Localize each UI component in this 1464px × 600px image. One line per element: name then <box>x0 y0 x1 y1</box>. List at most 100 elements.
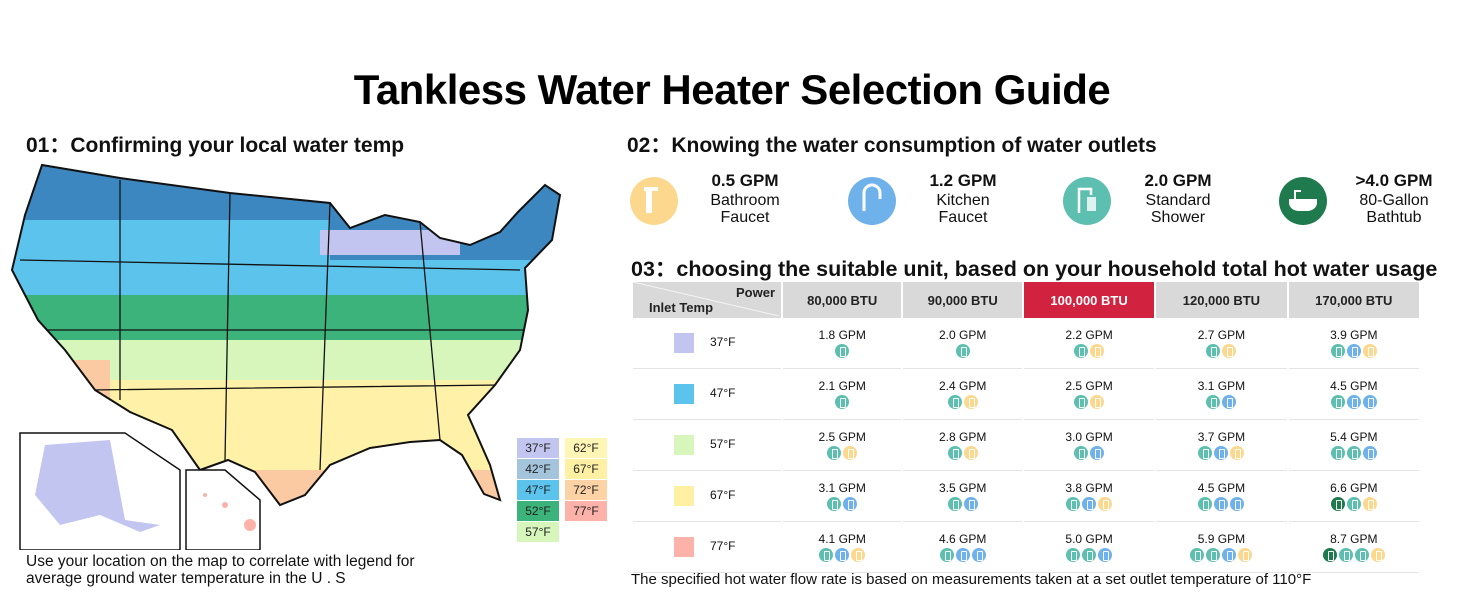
shower-icon <box>1066 496 1081 511</box>
kitchen-faucet-icon <box>1222 394 1237 409</box>
bathroom-faucet-icon <box>963 394 978 409</box>
legend-swatch: 52°F <box>517 501 559 521</box>
shower-icon <box>1206 547 1221 562</box>
bathroom-faucet-icon <box>1370 547 1385 562</box>
legend-swatch: 77°F <box>565 501 607 521</box>
flow-cell: 1.8 GPM <box>783 318 902 369</box>
flow-cell: 2.5 GPM <box>783 420 902 471</box>
shower-icon <box>1198 445 1213 460</box>
outlet-icons <box>784 342 900 358</box>
map-note-line-1: Use your location on the map to correlat… <box>26 553 415 570</box>
bathroom-faucet-icon <box>1098 496 1113 511</box>
shower-icon <box>1330 394 1345 409</box>
flow-cell: 2.1 GPM <box>783 369 902 420</box>
bathroom-faucet-icon <box>1222 343 1237 358</box>
kitchen-faucet-icon <box>1362 445 1377 460</box>
outlet-icons <box>1025 342 1153 358</box>
inlet-temp-cell: 47°F <box>633 369 781 420</box>
flow-rate: 3.9 GPM <box>1330 328 1378 343</box>
outlet-gpm: >4.0 GPM <box>1355 171 1433 190</box>
bathroom-faucet-icon <box>843 445 858 460</box>
flow-cell: 4.6 GPM <box>903 522 1022 573</box>
outlet-bathtub: >4.0 GPM 80-Gallon Bathtub <box>1279 172 1464 234</box>
shower-icon <box>1074 445 1089 460</box>
outlet-icons <box>904 546 1020 562</box>
outlet-icons <box>904 393 1020 409</box>
flow-cell: 5.4 GPM <box>1288 420 1419 471</box>
shower-icon <box>1346 496 1361 511</box>
bathroom-faucet-icon <box>851 547 866 562</box>
flow-cell: 5.0 GPM <box>1023 522 1155 573</box>
kitchen-faucet-icon <box>1090 445 1105 460</box>
shower-icon <box>1066 547 1081 562</box>
section-3-heading: 03：choosing the suitable unit, based on … <box>631 257 1438 281</box>
kitchen-faucet-icon <box>963 496 978 511</box>
shower-icon <box>1198 496 1213 511</box>
flow-cell: 5.9 GPM <box>1156 522 1287 573</box>
flow-cell: 8.7 GPM <box>1288 522 1419 573</box>
outlet-icons <box>904 342 1020 358</box>
kitchen-faucet-icon <box>971 547 986 562</box>
legend-swatch: 57°F <box>517 522 559 542</box>
shower-icon <box>1190 547 1205 562</box>
shower-icon <box>1354 547 1369 562</box>
outlet-icons <box>1025 546 1153 562</box>
alaska-inset <box>19 432 181 550</box>
flow-cell: 4.5 GPM <box>1288 369 1419 420</box>
column-header-170000-btu: 170,000 BTU <box>1288 282 1419 318</box>
shower-icon <box>955 343 970 358</box>
kitchen-faucet-icon <box>1346 343 1361 358</box>
flow-cell: 4.5 GPM <box>1156 471 1287 522</box>
shower-icon <box>835 394 850 409</box>
flow-cell: 3.0 GPM <box>1023 420 1155 471</box>
kitchen-faucet-icon <box>1346 394 1361 409</box>
flow-cell: 3.1 GPM <box>783 471 902 522</box>
outlet-icons <box>1025 393 1153 409</box>
temp-swatch <box>674 435 694 455</box>
table-row: 47°F 2.1 GPM 2.4 GPM 2.5 GPM 3.1 GPM 4.5 GPM <box>633 369 1419 420</box>
page-title: Tankless Water Heater Selection Guide <box>353 66 1111 113</box>
outlet-label-line-1: Kitchen <box>936 192 990 209</box>
outlet-icons <box>1290 393 1418 409</box>
kitchen-faucet-icon <box>1230 496 1245 511</box>
outlet-icons <box>784 546 900 562</box>
shower-icon <box>1082 547 1097 562</box>
kitchen-faucet-icon <box>1214 496 1229 511</box>
flow-rate: 4.6 GPM <box>939 532 987 547</box>
hawaii-inset <box>185 469 261 550</box>
flow-cell: 3.5 GPM <box>903 471 1022 522</box>
bathroom-faucet-icon <box>630 177 678 225</box>
legend-swatch: 42°F <box>517 459 559 479</box>
outlet-icons <box>1157 393 1285 409</box>
flow-rate: 4.5 GPM <box>1330 379 1378 394</box>
flow-rate: 2.5 GPM <box>1065 379 1113 394</box>
table-row: 77°F 4.1 GPM 4.6 GPM 5.0 GPM 5.9 GPM 8.7 GPM <box>633 522 1419 573</box>
bathroom-faucet-icon <box>1090 343 1105 358</box>
outlet-icons <box>784 495 900 511</box>
flow-cell: 2.0 GPM <box>903 318 1022 369</box>
flow-rate: 2.4 GPM <box>939 379 987 394</box>
flow-cell: 4.1 GPM <box>783 522 902 573</box>
shower-icon <box>1346 445 1361 460</box>
outlet-text: 2.0 GPM Standard Shower <box>1118 172 1238 226</box>
shower-icon <box>827 445 842 460</box>
temp-swatch <box>674 333 694 353</box>
outlet-text: 1.2 GPM Kitchen Faucet <box>903 172 1023 226</box>
outlet-text: 0.5 GPM Bathroom Faucet <box>685 172 805 226</box>
footer-note: The specified hot water flow rate is bas… <box>631 571 1312 588</box>
outlet-label-line-1: Bathroom <box>710 192 780 209</box>
legend-swatch: 67°F <box>565 459 607 479</box>
temp-swatch <box>674 537 694 557</box>
flow-rate: 5.9 GPM <box>1197 532 1246 547</box>
shower-icon <box>1074 394 1089 409</box>
outlet-gpm: 2.0 GPM <box>1144 171 1212 190</box>
flow-cell: 2.7 GPM <box>1156 318 1287 369</box>
kitchen-faucet-icon <box>1362 394 1377 409</box>
bathroom-faucet-icon <box>963 445 978 460</box>
outlet-label-line-2: Shower <box>1150 209 1206 226</box>
outlet-label-line-2: Faucet <box>938 209 988 226</box>
outlet-label-line-1: 80-Gallon <box>1359 192 1429 209</box>
inlet-temp-cell: 67°F <box>633 471 781 522</box>
shower-icon <box>947 394 962 409</box>
